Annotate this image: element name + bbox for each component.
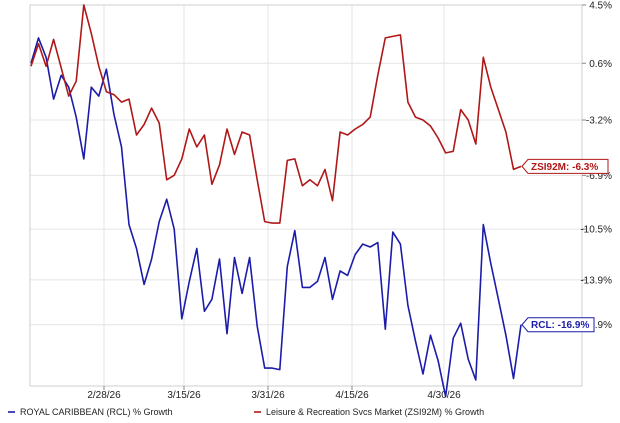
end-labels: RCL: -16.9% ZSI92M: -6.3% (521, 158, 609, 333)
y-axis: 4.5% 0.6% -3.2% -6.9% -10.5% -13.9% -16.9% (580, 1, 612, 332)
y-tick-label: -3.2% (586, 116, 612, 127)
legend-label-rcl: ROYAL CARIBBEAN (RCL) % Growth (20, 407, 173, 417)
plot-frame (29, 4, 583, 387)
y-tick-label: 0.6% (589, 59, 612, 70)
zsi92m-end-label-box (521, 158, 609, 174)
series-lines (30, 4, 522, 398)
rcl-end-label-box (521, 317, 595, 333)
zsi92m-end-label: ZSI92M: -6.3% (521, 158, 609, 174)
y-tick-label: -6.9% (586, 171, 612, 182)
plot-border (29, 4, 583, 387)
y-tick-label: -10.5% (580, 225, 612, 236)
grid (30, 4, 582, 386)
x-tick-label: 2/28/26 (87, 390, 121, 401)
rcl-end-label: RCL: -16.9% (521, 317, 595, 333)
y-tick-label: 4.5% (589, 1, 612, 12)
legend-item-rcl: ROYAL CARIBBEAN (RCL) % Growth (8, 407, 173, 417)
x-tick-label: 4/15/26 (335, 390, 369, 401)
x-axis: 2/28/26 3/15/26 3/31/26 4/15/26 4/30/26 (87, 386, 461, 401)
legend: ROYAL CARIBBEAN (RCL) % Growth Leisure &… (8, 407, 484, 417)
rcl-line (30, 37, 522, 398)
rcl-end-label-text: RCL: -16.9% (531, 320, 589, 331)
x-tick-label: 3/15/26 (167, 390, 201, 401)
x-tick-label: 4/30/26 (427, 390, 461, 401)
y-tick-label: -13.9% (580, 275, 612, 286)
legend-label-zsi92m: Leisure & Recreation Svcs Market (ZSI92M… (266, 407, 484, 417)
zsi92m-end-label-text: ZSI92M: -6.3% (531, 162, 598, 173)
x-tick-label: 3/31/26 (251, 390, 285, 401)
y-tick-label: -16.9% (580, 320, 612, 331)
zsi92m-line (30, 4, 522, 224)
legend-item-zsi92m: Leisure & Recreation Svcs Market (ZSI92M… (254, 407, 484, 417)
